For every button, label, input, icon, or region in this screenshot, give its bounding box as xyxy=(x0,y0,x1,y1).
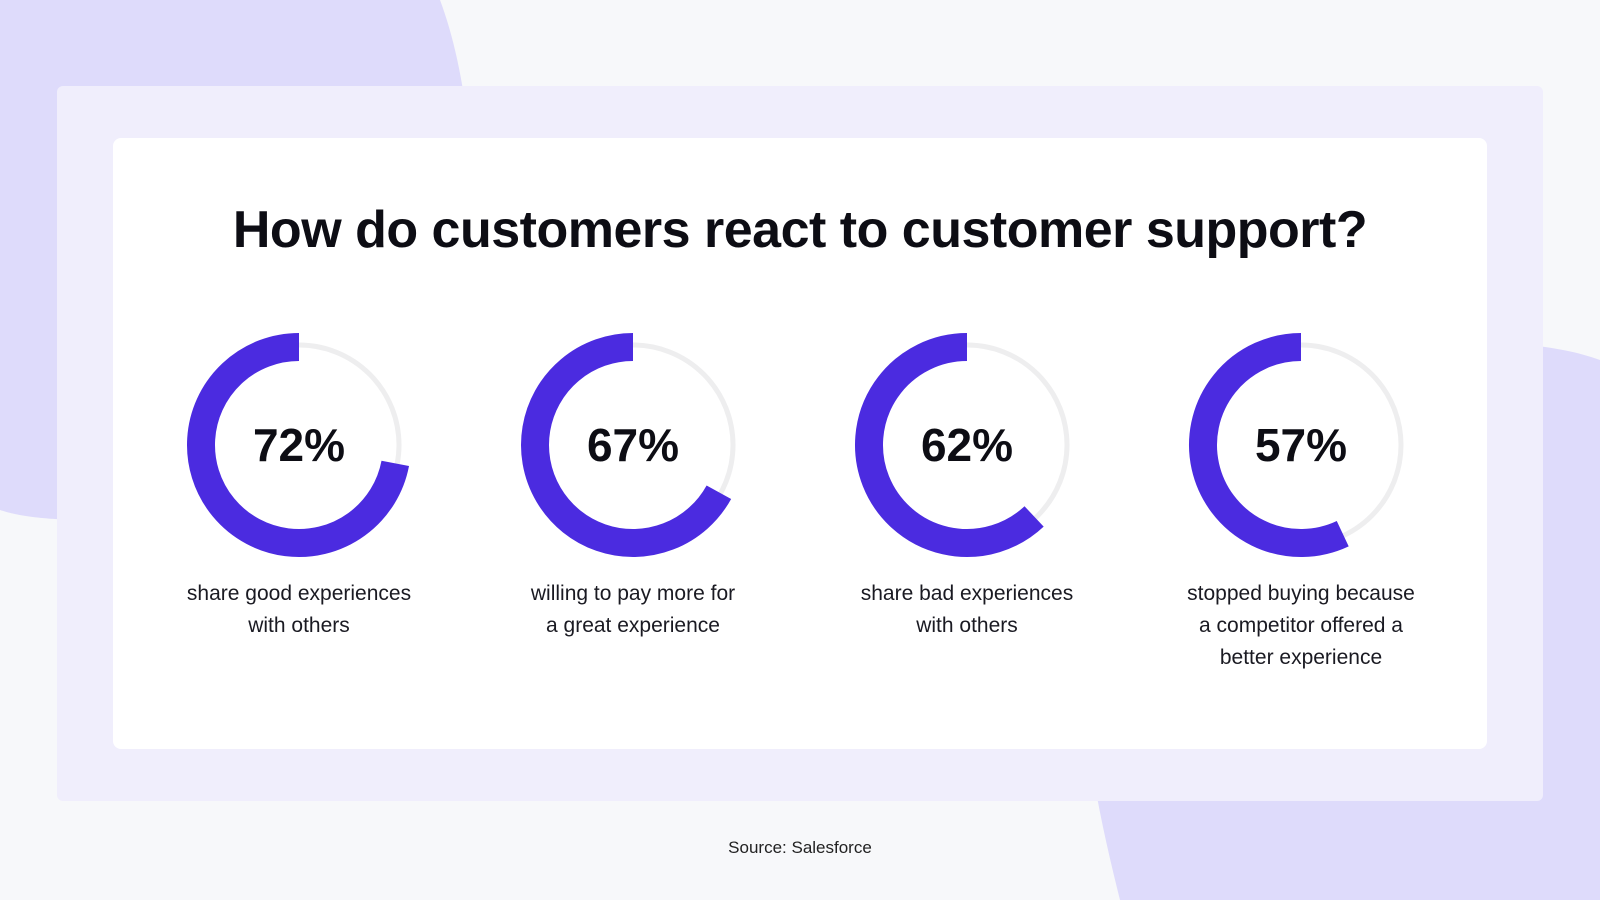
donut-arc xyxy=(855,333,1044,557)
donut-arc xyxy=(521,333,732,557)
donut-arc xyxy=(187,333,410,557)
donut-1-label: share good experiences with others xyxy=(149,578,449,642)
label-line: better experience xyxy=(1219,646,1383,669)
chart-card: How do customers react to customer suppo… xyxy=(113,138,1487,749)
donut-3-value: 62% xyxy=(920,419,1014,471)
donut-2-graphic xyxy=(521,333,736,557)
donut-1-graphic xyxy=(187,333,410,557)
donut-3-label: share bad experiences with others xyxy=(817,578,1117,642)
label-line: with others xyxy=(916,614,1018,637)
donut-4-label: stopped buying because a competitor offe… xyxy=(1151,578,1451,674)
donut-arc xyxy=(1189,333,1349,557)
label-line: a great experience xyxy=(546,614,720,637)
donut-2: 67% xyxy=(513,325,753,565)
donut-2-label: willing to pay more for a great experien… xyxy=(483,578,783,642)
donut-2-value: 67% xyxy=(586,419,680,471)
label-line: willing to pay more for xyxy=(530,582,736,605)
donut-1: 72% xyxy=(179,325,419,565)
label-line: share good experiences xyxy=(186,582,412,605)
donut-3: 62% xyxy=(847,325,1087,565)
label-line: a competitor offered a xyxy=(1199,614,1403,637)
donut-1-value: 72% xyxy=(252,419,346,471)
label-line: stopped buying because xyxy=(1187,582,1415,605)
label-line: with others xyxy=(248,614,350,637)
donut-4-graphic xyxy=(1189,333,1404,557)
donut-3-graphic xyxy=(855,333,1070,557)
chart-title: How do customers react to customer suppo… xyxy=(232,201,1368,259)
donut-4-value: 57% xyxy=(1254,419,1348,471)
donut-4: 57% xyxy=(1181,325,1421,565)
source-note: Source: Salesforce xyxy=(728,838,872,857)
label-line: share bad experiences xyxy=(860,582,1074,605)
